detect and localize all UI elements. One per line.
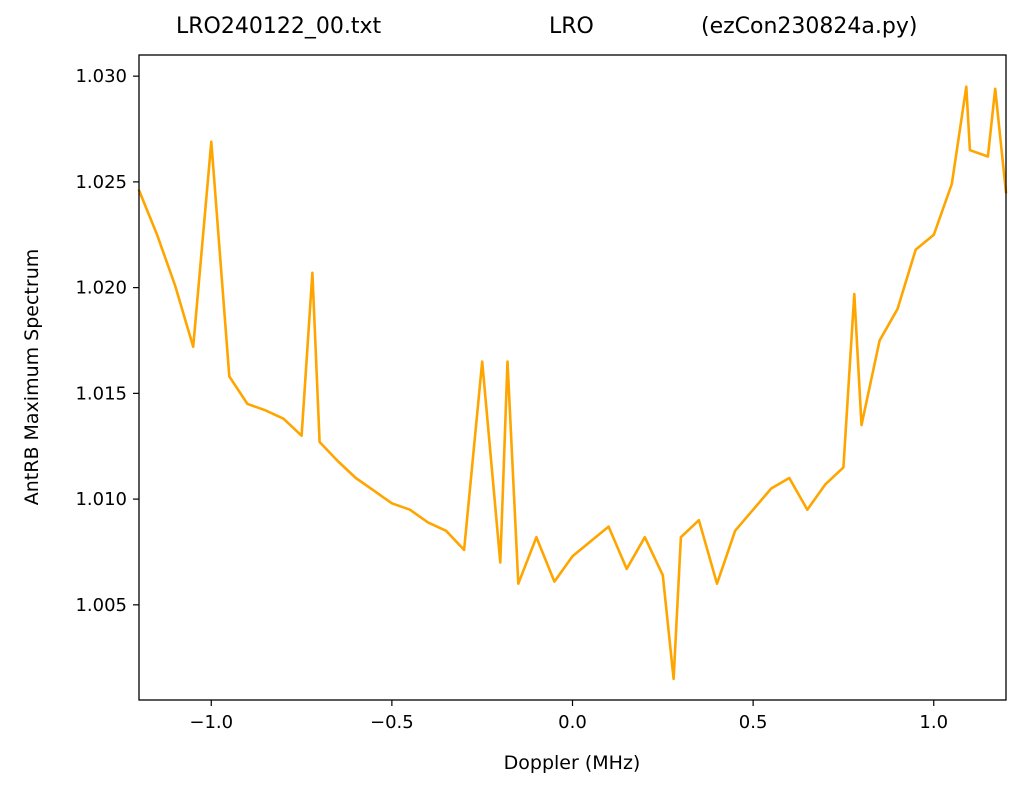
x-tick-label: 0.5 [739,712,768,733]
y-tick-label: 1.020 [75,278,127,299]
x-tick-label: −0.5 [370,712,414,733]
chart-title-left: LRO240122_00.txt [176,14,382,39]
y-tick-label: 1.015 [75,383,127,404]
chart-title-right: (ezCon230824a.py) [701,14,918,39]
x-tick-label: 0.0 [558,712,587,733]
y-tick-label: 1.005 [75,595,127,616]
y-axis-label: AntRB Maximum Spectrum [21,248,43,506]
x-axis-label: Doppler (MHz) [503,752,641,774]
y-tick-label: 1.030 [75,66,127,87]
chart-title-center: LRO [549,14,594,39]
axes-frame [138,54,1007,701]
x-tick-label: 1.0 [919,712,948,733]
y-tick-label: 1.025 [75,172,127,193]
x-tick-label: −1.0 [189,712,233,733]
series-line [137,85,1008,681]
y-tick-label: 1.010 [75,489,127,510]
axis-ticks: −1.0 −0.5 0.0 0.5 1.0 1.005 1.010 1.015 1.020 1.0… [75,66,948,733]
